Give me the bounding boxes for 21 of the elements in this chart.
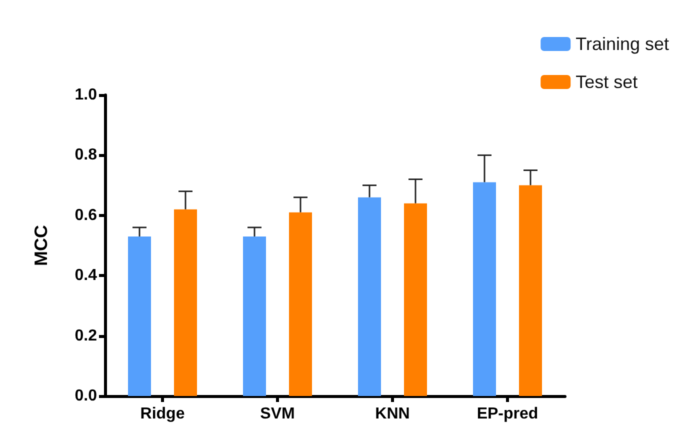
legend-label: Training set [576,34,669,54]
bar [128,236,151,396]
bar [519,185,542,396]
bar [358,197,381,396]
y-tick-label: 1.0 [74,86,98,104]
y-tick-label: 0.4 [74,267,98,284]
y-tick-label: 0.2 [74,327,98,344]
x-tick-label: SVM [260,406,295,422]
y-tick-label: 0.0 [74,388,98,404]
x-tick-label: KNN [375,406,410,422]
y-tick-label: 0.8 [74,146,98,164]
bar [404,203,427,396]
bar [174,209,197,396]
x-tick-label: EP-pred [476,406,538,422]
bar [473,182,496,396]
bar [289,212,312,396]
bar [243,236,266,396]
y-axis-title: MCC [31,225,51,266]
legend-label: Test set [576,72,638,92]
y-tick-label: 0.6 [74,206,98,224]
x-tick-label: Ridge [140,406,185,422]
